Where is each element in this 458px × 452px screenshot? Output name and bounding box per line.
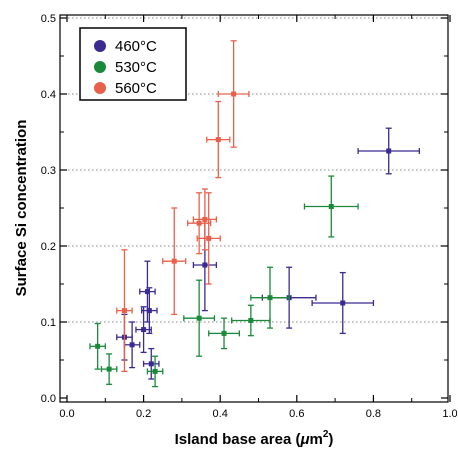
data-point [196, 220, 202, 226]
series-group [116, 40, 250, 373]
data-point [141, 327, 147, 333]
data-point [144, 289, 150, 295]
data-point [215, 137, 221, 143]
y-axis-ticks: 0.0 0.1 0.2 0.3 0.4 0.5 [41, 13, 448, 405]
data-point [206, 235, 212, 241]
y-axis-title: Surface Si concentration [13, 120, 30, 297]
legend-label: 560°C [115, 80, 157, 97]
x-axis-ticks: 0.0 0.2 0.4 0.6 0.8 1.0 [59, 15, 458, 420]
x-axis-title: Island base area (μm2) [175, 429, 334, 448]
x-axis-unit-m: m [310, 431, 323, 448]
legend-marker [94, 61, 106, 73]
x-axis-unit-sup: 2 [323, 429, 329, 440]
data-point [106, 366, 112, 372]
y-tick-label: 0.3 [41, 165, 56, 177]
data-point [386, 148, 392, 154]
data-point [152, 368, 158, 374]
data-point [202, 216, 208, 222]
data-point [231, 91, 237, 97]
data-point [95, 343, 101, 349]
data-point [267, 295, 273, 301]
data-point [221, 330, 227, 336]
data-point [328, 203, 334, 209]
x-tick-label: 0.4 [213, 408, 228, 420]
x-tick-label: 0.6 [289, 408, 304, 420]
data-point [148, 361, 154, 367]
x-axis-title-text: Island base area [175, 431, 292, 448]
data-point [129, 342, 135, 348]
data-point [340, 300, 346, 306]
data-point [202, 262, 208, 268]
data-point [196, 315, 202, 321]
y-tick-label: 0.2 [41, 241, 56, 253]
series-group [89, 175, 359, 388]
data-point [146, 308, 152, 314]
x-tick-label: 0.8 [366, 408, 381, 420]
legend-label: 460°C [115, 38, 157, 55]
y-tick-label: 0.5 [41, 13, 56, 25]
data-point [248, 317, 254, 323]
y-tick-label: 0.1 [41, 317, 56, 329]
x-tick-label: 1.0 [442, 408, 457, 420]
data-point [121, 308, 127, 314]
x-tick-label: 0.0 [59, 408, 74, 420]
legend-items: 460°C 530°C 560°C [94, 38, 157, 97]
legend-marker [94, 40, 106, 52]
y-tick-label: 0.4 [41, 89, 56, 101]
legend-marker [94, 82, 106, 94]
x-tick-label: 0.2 [136, 408, 151, 420]
x-axis-unit-mu: μ [299, 431, 309, 448]
data-point [171, 258, 177, 264]
legend: 460°C 530°C 560°C [79, 27, 187, 101]
series-group [116, 127, 421, 380]
legend-label: 530°C [115, 59, 157, 76]
y-tick-label: 0.0 [41, 393, 56, 405]
data-points [89, 40, 421, 388]
